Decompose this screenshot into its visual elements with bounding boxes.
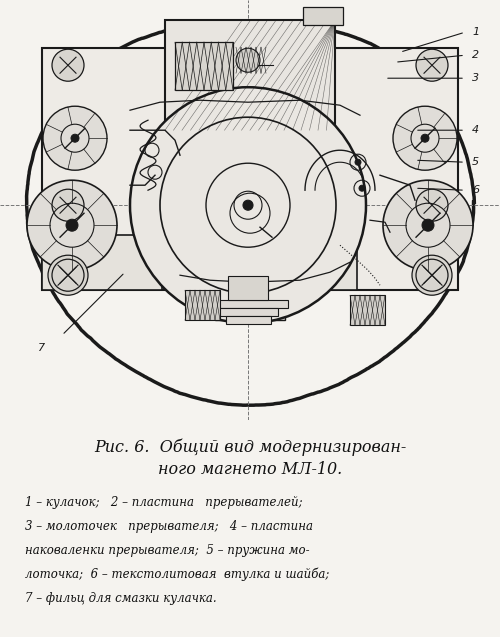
Bar — [303, 7, 343, 25]
Bar — [218, 308, 278, 316]
Bar — [228, 276, 268, 300]
Text: 7: 7 — [38, 343, 46, 353]
Text: 2: 2 — [472, 50, 479, 61]
Circle shape — [421, 134, 429, 142]
Text: 1 – кулачок;   2 – пластина   прерывателей;: 1 – кулачок; 2 – пластина прерывателей; — [25, 496, 302, 509]
Text: лоточка;  6 – текстолитовая  втулка и шайба;: лоточка; 6 – текстолитовая втулка и шайб… — [25, 568, 330, 581]
Bar — [350, 295, 385, 326]
Bar — [200, 288, 300, 308]
Circle shape — [359, 185, 365, 191]
Circle shape — [43, 106, 107, 170]
Circle shape — [355, 159, 361, 165]
Text: Рис. 6.  Общий вид модернизирован-: Рис. 6. Общий вид модернизирован- — [94, 439, 406, 456]
Text: 3: 3 — [472, 73, 479, 83]
Circle shape — [52, 259, 84, 291]
Bar — [182, 235, 357, 290]
Circle shape — [66, 219, 78, 231]
Circle shape — [416, 189, 448, 221]
Circle shape — [393, 106, 457, 170]
Bar — [175, 42, 233, 90]
Circle shape — [416, 259, 448, 291]
Bar — [42, 48, 458, 290]
Text: 1: 1 — [472, 27, 479, 37]
Bar — [226, 316, 271, 324]
Circle shape — [416, 49, 448, 81]
Text: ного магнето МЛ-10.: ного магнето МЛ-10. — [158, 461, 342, 478]
Text: наковаленки прерывателя;  5 – пружина мо-: наковаленки прерывателя; 5 – пружина мо- — [25, 544, 310, 557]
Circle shape — [52, 189, 84, 221]
Text: 6: 6 — [472, 185, 479, 195]
Bar — [42, 235, 162, 290]
Circle shape — [422, 219, 434, 231]
Text: 7 – фильц для смазки кулачка.: 7 – фильц для смазки кулачка. — [25, 592, 216, 605]
Bar — [165, 20, 335, 130]
Circle shape — [412, 255, 452, 295]
Circle shape — [71, 134, 79, 142]
Bar — [185, 290, 220, 320]
Text: 3 – молоточек   прерывателя;   4 – пластина: 3 – молоточек прерывателя; 4 – пластина — [25, 520, 313, 533]
Bar — [208, 300, 288, 308]
Circle shape — [243, 200, 253, 210]
Circle shape — [27, 180, 117, 270]
Text: 4: 4 — [472, 125, 479, 135]
Circle shape — [236, 48, 260, 72]
Circle shape — [383, 180, 473, 270]
Circle shape — [48, 255, 88, 295]
Text: 5: 5 — [472, 157, 479, 167]
Circle shape — [130, 87, 366, 323]
Circle shape — [52, 49, 84, 81]
Bar — [215, 305, 285, 320]
